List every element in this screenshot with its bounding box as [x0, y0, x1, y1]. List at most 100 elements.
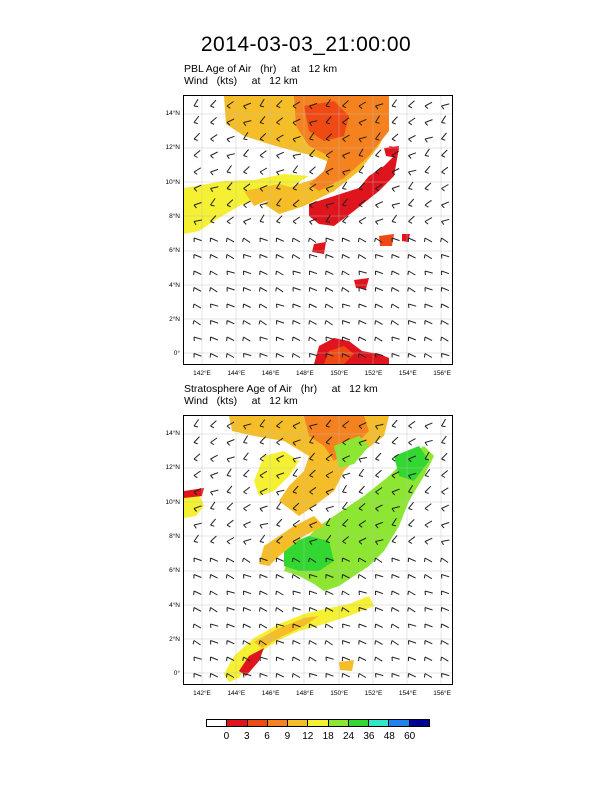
wind-barb [325, 185, 334, 189]
wind-barb [424, 422, 433, 427]
wind-barb [325, 607, 334, 612]
wind-barb [441, 623, 449, 628]
wind-barb [292, 270, 301, 274]
wind-barb [375, 183, 383, 189]
wind-barb [325, 590, 334, 595]
wind-barb [309, 166, 316, 173]
wind-barb [424, 336, 433, 342]
wind-barb-flag [441, 458, 446, 461]
wind-barb-flag [193, 138, 198, 141]
wind-barb-flag [258, 320, 261, 325]
wind-barb [292, 537, 301, 542]
wind-barb [408, 152, 417, 156]
wind-barb [259, 254, 268, 258]
colorbar-swatch [247, 720, 268, 726]
wind-barb [276, 181, 281, 189]
wind-barb [243, 149, 249, 156]
wind-barb-flag [258, 640, 261, 645]
wind-barb [375, 469, 382, 476]
wind-barb [375, 607, 384, 612]
wind-barb [358, 101, 367, 107]
wind-barb-flag [193, 607, 195, 612]
wind-barb-flag [408, 138, 412, 143]
wind-barb-flag [391, 204, 395, 209]
wind-barb [424, 673, 433, 678]
wind-barb-flag [243, 524, 247, 529]
wind-barb-flag [308, 320, 310, 325]
wind-barb [292, 607, 301, 611]
wind-barb [259, 320, 267, 326]
wind-barb-flag [210, 541, 215, 544]
wind-barb [408, 557, 417, 562]
wind-barb-flag [408, 442, 412, 446]
wind-barb-flag [292, 557, 294, 563]
wind-barb [243, 320, 251, 325]
wind-barb-flag [423, 574, 426, 579]
wind-barb [243, 166, 250, 173]
wind-barb [375, 132, 381, 140]
wind-barb [424, 199, 432, 206]
wind-barb [391, 270, 400, 275]
wind-barb [391, 488, 400, 493]
wind-barb [276, 590, 284, 596]
wind-barb [391, 185, 400, 189]
wind-barb [226, 574, 235, 580]
wind-barb [342, 336, 351, 341]
wind-barb [441, 336, 449, 342]
wind-barb-flag [259, 425, 264, 428]
wind-barb [342, 198, 348, 206]
wind-barb-flag [243, 425, 247, 430]
wind-barb [193, 470, 201, 476]
lat-tick-label: 14°N [165, 110, 180, 117]
wind-barb-flag [210, 122, 215, 125]
wind-barb [193, 534, 199, 542]
wind-barb [309, 237, 317, 243]
wind-barb-flag [391, 171, 396, 176]
wind-barb [375, 115, 380, 123]
wind-barb [358, 623, 367, 628]
wind-barb [408, 117, 416, 123]
wind-barb [358, 336, 367, 342]
wind-barb-flag [408, 204, 413, 207]
wind-barb-flag [243, 491, 248, 495]
wind-barb-flag [210, 204, 215, 207]
wind-barb [210, 151, 218, 156]
wind-barb [292, 136, 301, 140]
wind-barb [342, 501, 348, 509]
wind-barb [325, 640, 333, 646]
wind-barb-flag [324, 623, 327, 628]
wind-barb [259, 453, 267, 460]
wind-barb-flag [193, 491, 198, 496]
wind-barb [259, 419, 266, 427]
wind-barb-flag [391, 188, 395, 192]
wind-barb-flag [325, 524, 330, 527]
wind-barb [259, 202, 268, 206]
wind-barb [325, 303, 334, 309]
wind-barb-flag [342, 171, 346, 176]
colorbar-swatch [267, 720, 289, 726]
wind-barb-flag [193, 105, 199, 108]
colorbar-label: 3 [243, 731, 250, 742]
wind-barb-flag [441, 541, 445, 546]
wind-barb-flag [259, 475, 264, 479]
wind-barb [276, 151, 285, 156]
wind-barb [325, 505, 334, 509]
wind-barb [408, 169, 417, 173]
wind-barb [276, 320, 285, 324]
wind-barb [292, 118, 301, 123]
wind-barb-flag [342, 442, 346, 446]
wind-barb [325, 453, 333, 460]
wind-barb [309, 452, 315, 460]
wind-barb [391, 436, 399, 443]
wind-barb [226, 135, 235, 140]
wind-barb-flag [275, 270, 277, 276]
wind-barb [424, 182, 432, 189]
wind-barb [210, 535, 217, 542]
wind-barb [193, 184, 202, 189]
wind-barb [292, 336, 301, 342]
wind-barb [193, 202, 202, 206]
wind-barb-flag [243, 138, 248, 141]
wind-barb [424, 574, 433, 580]
wind-barb-flag [226, 122, 231, 126]
wind-barb [193, 270, 202, 275]
